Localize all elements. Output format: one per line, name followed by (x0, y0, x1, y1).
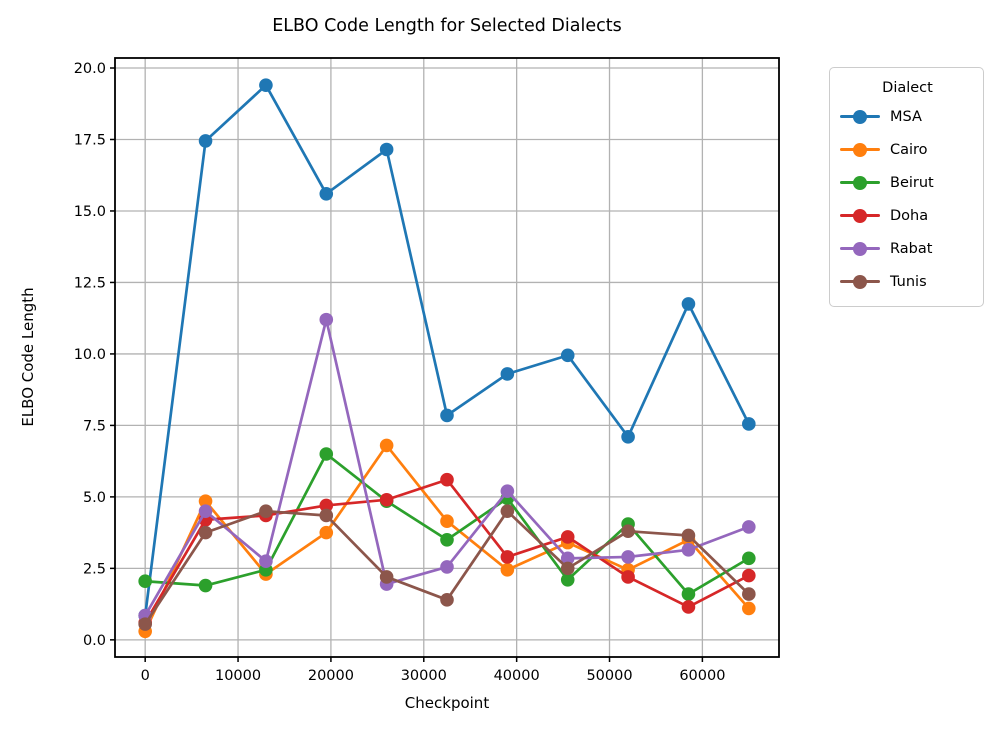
x-tick-label: 0 (141, 668, 150, 684)
data-point-tunis (621, 524, 635, 538)
legend: Dialect MSA Cairo Beirut Doha Rabat Tunis (829, 67, 984, 307)
x-tick-label: 10000 (215, 668, 261, 684)
legend-item-beirut: Beirut (840, 166, 975, 199)
data-point-cairo (742, 601, 756, 616)
data-point-doha (621, 570, 635, 584)
data-point-cairo (198, 494, 213, 508)
data-point-msa (440, 408, 454, 423)
data-point-beirut (681, 587, 696, 601)
data-point-msa (621, 430, 635, 444)
y-tick-label: 2.5 (83, 561, 106, 577)
chart-title: ELBO Code Length for Selected Dialects (272, 16, 622, 36)
data-point-tunis (681, 528, 696, 543)
y-tick-label: 20.0 (74, 61, 106, 77)
data-point-tunis (560, 561, 575, 576)
y-tick-label: 12.5 (74, 275, 106, 291)
data-point-cairo (319, 525, 334, 540)
x-tick-label: 50000 (586, 668, 632, 684)
legend-title: Dialect (882, 80, 933, 96)
legend-items: MSA Cairo Beirut Doha Rabat Tunis (840, 100, 975, 298)
data-point-msa (500, 367, 515, 381)
data-point-rabat (681, 542, 696, 557)
y-tick-label: 5.0 (83, 490, 106, 506)
legend-marker-cairo-icon (840, 142, 880, 157)
legend-item-msa: MSA (840, 100, 975, 133)
x-axis-label: Checkpoint (404, 694, 490, 712)
data-point-msa (560, 348, 575, 363)
data-point-tunis (500, 504, 515, 518)
data-point-msa (379, 142, 394, 157)
data-point-beirut (319, 447, 334, 461)
data-point-cairo (500, 562, 515, 577)
legend-item-cairo: Cairo (840, 133, 975, 166)
y-tick-label: 0.0 (83, 633, 106, 649)
legend-marker-doha-icon (840, 208, 880, 223)
data-point-tunis (319, 508, 334, 523)
data-point-doha (440, 472, 454, 487)
x-tick-label: 60000 (679, 668, 725, 684)
data-point-rabat (500, 484, 515, 498)
data-point-rabat (621, 550, 635, 564)
legend-label-doha: Doha (890, 207, 929, 224)
legend-label-cairo: Cairo (890, 141, 928, 158)
data-point-tunis (742, 587, 756, 601)
data-point-doha (742, 568, 756, 583)
legend-marker-beirut-icon (840, 175, 880, 190)
data-point-rabat (742, 520, 756, 534)
data-point-rabat (259, 554, 273, 569)
axes-spines (114, 57, 780, 658)
legend-marker-tunis-icon (840, 274, 880, 289)
data-point-rabat (560, 551, 575, 566)
legend-item-rabat: Rabat (840, 232, 975, 265)
x-tick-label: 40000 (494, 668, 540, 684)
y-axis-label: ELBO Code Length (19, 287, 37, 427)
data-point-rabat (319, 312, 334, 327)
data-point-cairo (440, 514, 454, 528)
data-point-doha (560, 530, 575, 544)
data-point-tunis (440, 593, 454, 607)
data-point-beirut (198, 578, 213, 593)
data-point-tunis (259, 504, 273, 518)
data-point-tunis (138, 617, 152, 631)
data-point-rabat (440, 560, 454, 574)
data-point-msa (259, 78, 273, 92)
data-point-beirut (138, 574, 152, 589)
data-point-tunis (379, 570, 394, 584)
x-tick-label: 30000 (401, 668, 447, 684)
legend-label-rabat: Rabat (890, 240, 933, 257)
legend-label-beirut: Beirut (890, 174, 934, 191)
data-point-msa (742, 417, 756, 431)
y-tick-label: 7.5 (83, 418, 106, 434)
data-point-cairo (379, 438, 394, 453)
plot-area (115, 58, 779, 657)
data-point-doha (500, 550, 515, 564)
legend-label-msa: MSA (890, 108, 922, 125)
y-tick-label: 10.0 (74, 347, 106, 363)
data-point-msa (198, 134, 213, 148)
y-tick-label: 17.5 (74, 132, 106, 148)
data-point-doha (319, 498, 334, 513)
data-point-tunis (198, 525, 213, 540)
y-tick-label: 15.0 (74, 204, 106, 220)
data-point-msa (319, 187, 334, 201)
data-point-doha (681, 600, 696, 614)
legend-marker-rabat-icon (840, 241, 880, 256)
legend-item-tunis: Tunis (840, 265, 975, 298)
data-point-msa (681, 297, 696, 311)
legend-label-tunis: Tunis (890, 273, 927, 290)
legend-item-doha: Doha (840, 199, 975, 232)
x-tick-label: 20000 (308, 668, 354, 684)
data-point-rabat (198, 504, 213, 518)
data-point-doha (379, 492, 394, 507)
data-point-beirut (440, 532, 454, 547)
legend-marker-msa-icon (840, 109, 880, 124)
data-point-beirut (742, 551, 756, 566)
data-point-beirut (560, 573, 575, 587)
